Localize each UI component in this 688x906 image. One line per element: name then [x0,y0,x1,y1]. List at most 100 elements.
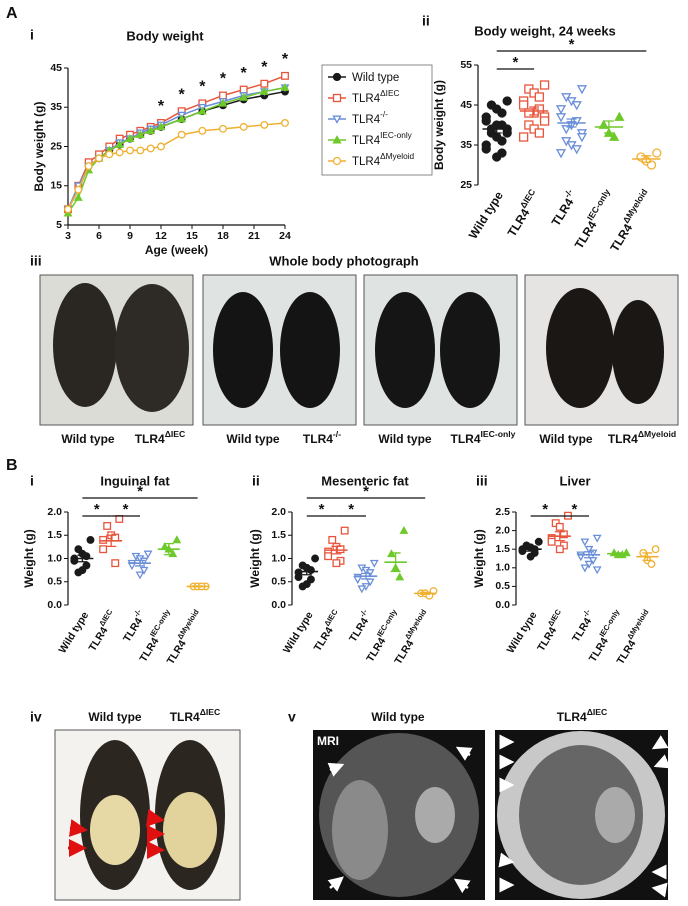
marker [332,93,342,103]
marker [584,545,594,554]
superscript: IEC-only [375,607,399,638]
marker [139,566,149,575]
y-tick-label: 5 [56,219,62,231]
body [519,745,643,885]
superscript: ΔMyeloid [175,607,201,641]
marker [651,545,660,554]
marker [103,522,112,530]
y-tick-label: 35 [460,139,472,151]
superscript: -/- [380,110,388,119]
superscript: ΔIEC [200,707,221,717]
category-label: TLR4-/- [567,607,598,644]
marker [502,128,512,138]
photo-caption: Wild type [88,710,142,724]
legend-label: Wild type [352,72,399,84]
y-axis-label: Weight (g) [248,529,262,587]
mouse [280,292,340,408]
y-tick-label: 15 [50,180,62,192]
marker [239,122,248,131]
category-label: Wild type [505,610,540,656]
marker [340,526,349,535]
panel-label: i [30,27,34,43]
photo-caption: TLR4ΔIEC [135,429,186,446]
marker [95,154,103,163]
superscript: ΔIEC [380,89,399,98]
marker [239,85,248,94]
y-axis-label: Body weight (g) [432,80,446,170]
y-tick-label: 2.0 [271,506,286,518]
error-bar [420,591,431,595]
marker [328,535,337,544]
superscript: -/- [562,187,575,199]
marker [115,515,124,523]
y-tick-label: 0.5 [47,576,62,588]
organ [332,780,388,880]
photo-caption: Wild type [61,432,115,446]
marker [64,205,72,214]
y-axis-label: Weight (g) [472,529,486,587]
marker [332,156,342,166]
marker [518,100,529,110]
annotation: * [199,79,206,96]
y-tick-label: 1.5 [495,543,510,555]
marker [580,538,590,547]
annotation: * [158,98,165,115]
x-tick-label: 9 [127,230,133,242]
y-tick-label: 0.0 [271,599,286,611]
y-tick-label: 45 [460,99,472,111]
y-tick-label: 35 [50,101,62,113]
marker [311,554,320,563]
panel-label: ii [252,473,260,489]
superscript: ΔIEC [165,429,186,439]
marker [539,116,550,126]
superscript: IEC-only [597,607,621,638]
photo-caption: TLR4-/- [303,429,341,446]
marker [497,136,507,146]
arrows [68,808,165,859]
y-axis-label: Weight (g) [22,529,36,587]
marker [357,585,367,594]
marker [481,116,491,126]
marker [647,560,656,569]
y-tick-label: 2.0 [47,506,62,518]
annotation: * [282,51,289,68]
superscript: -/- [358,607,370,618]
marker [84,162,93,171]
superscript: IEC-only [380,131,413,140]
bracket-label: * [571,501,577,518]
category-label: TLR4ΔIEC [308,607,345,653]
marker [219,124,227,133]
category-label: TLR4ΔMyeloid [605,187,656,254]
arrows [327,734,671,898]
x-tick-label: 15 [186,230,198,242]
marker [399,525,409,534]
bracket-label: * [569,36,575,53]
marker [219,91,227,100]
bracket-label: * [137,483,143,500]
marker [86,535,95,544]
superscript: -/- [581,607,593,618]
category-label: TLR4-/- [118,607,149,644]
marker [539,80,550,90]
bracket-label: * [512,54,518,71]
marker [646,160,657,170]
marker [111,559,120,568]
category-label: TLR4ΔIEC [502,187,543,239]
marker [146,126,156,135]
marker [609,131,620,141]
y-tick-label: 45 [50,62,62,74]
superscript: -/- [132,607,144,618]
mouse [612,300,664,404]
legend-label: TLR4-/- [352,110,388,126]
x-tick-label: 12 [155,230,167,242]
y-tick-label: 25 [50,140,62,152]
marker [592,534,602,543]
series-line [67,86,286,214]
photo-row [39,274,679,426]
marker [156,122,166,131]
organ [415,787,455,843]
series-line [67,122,286,210]
y-tick-label: 0.5 [271,576,286,588]
error-bar [613,552,624,556]
